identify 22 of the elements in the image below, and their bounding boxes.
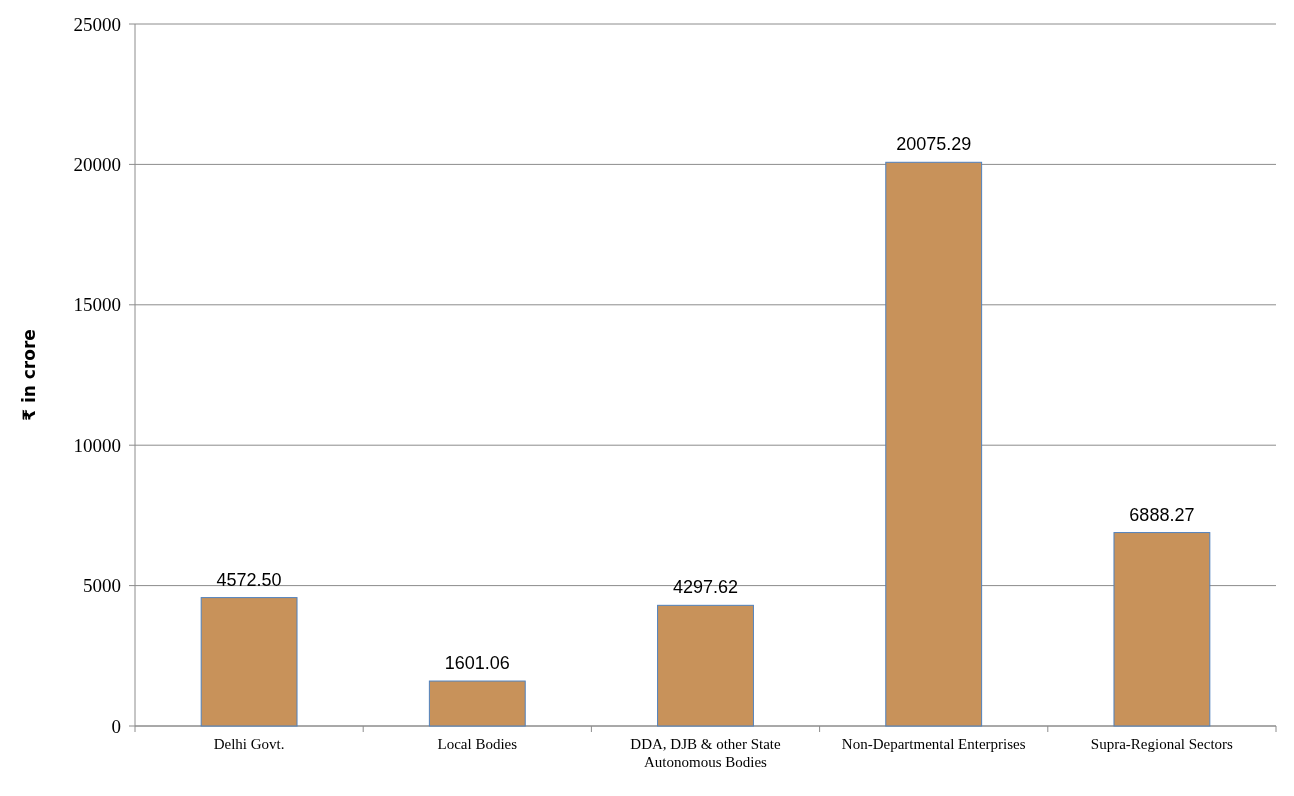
y-tick-label: 20000 [73,154,121,176]
x-tick-label: Non-Departmental Enterprises [841,736,1026,752]
bar [200,597,298,727]
data-label: 4572.50 [216,569,282,590]
x-tick-label: Delhi Govt. [213,736,285,752]
x-tick-label: Supra-Regional Sectors [1090,736,1234,752]
y-tick-label: 5000 [83,575,121,597]
bar [428,680,526,727]
bar [885,161,983,727]
data-label: 4297.62 [672,577,739,598]
data-label: 20075.29 [896,134,972,155]
y-tick-label: 0 [111,715,121,737]
y-tick-label: 10000 [73,434,121,456]
data-label: 1601.06 [444,653,510,674]
bar [1113,532,1211,727]
bar [657,604,754,727]
x-tick-label: DDA, DJB & other State Autonomous Bodies [630,736,782,770]
y-tick-label: 15000 [73,294,121,316]
y-tick-label: 25000 [73,13,121,35]
y-axis-title: ₹ in crore [19,329,39,421]
data-label: 6888.27 [1129,504,1195,525]
x-tick-label: Local Bodies [437,736,518,752]
